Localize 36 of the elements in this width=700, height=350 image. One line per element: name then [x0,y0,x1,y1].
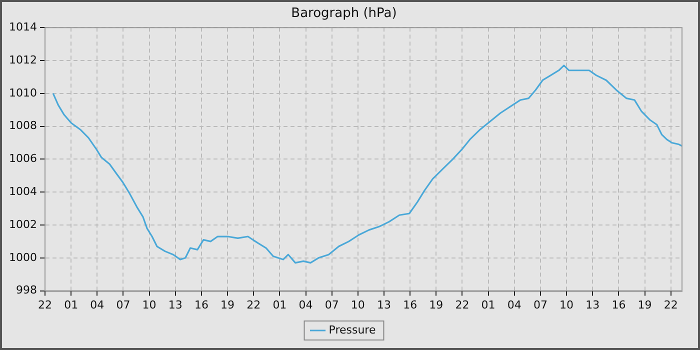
x-tick-label: 16 [612,298,626,312]
x-tick-label: 13 [586,298,600,312]
y-tick-label: 1008 [8,119,37,132]
x-tick-label: 01 [272,298,287,312]
chart-title: Barograph (hPa) [291,6,397,22]
x-tick-label: 10 [560,298,574,312]
x-tick-label: 22 [246,298,261,312]
x-tick-label: 13 [168,298,182,312]
x-tick-label: 16 [194,298,208,312]
y-tick-label: 1000 [8,250,37,264]
x-tick-label: 13 [376,298,391,312]
x-tick-label: 22 [38,298,52,312]
x-tick-label: 22 [664,298,678,312]
x-tick-label: 01 [64,298,78,312]
x-tick-label: 07 [533,298,548,312]
y-tick-label: 1014 [8,20,37,34]
x-tick-label: 07 [324,298,339,312]
x-tick-label: 10 [350,298,365,312]
y-tick-label: 1010 [8,86,37,100]
x-tick-label: 04 [507,298,522,312]
y-tick-label: 1012 [8,53,37,66]
x-tick-label: 16 [403,298,418,312]
y-tick-label: 1002 [8,218,37,231]
x-tick-label: 04 [298,298,313,312]
x-tick-label: 22 [455,298,470,312]
x-tick-label: 04 [90,298,104,312]
x-tick-label: 19 [429,298,444,312]
x-tick-label: 07 [116,298,130,312]
y-tick-label: 1004 [8,184,37,198]
y-tick-label: 998 [16,284,37,297]
x-tick-label: 19 [220,298,235,312]
x-tick-label: 01 [481,298,496,312]
x-tick-label: 19 [638,298,652,312]
x-tick-label: 10 [142,298,156,312]
y-tick-label: 1006 [8,152,37,166]
legend-label: Pressure [328,323,376,336]
